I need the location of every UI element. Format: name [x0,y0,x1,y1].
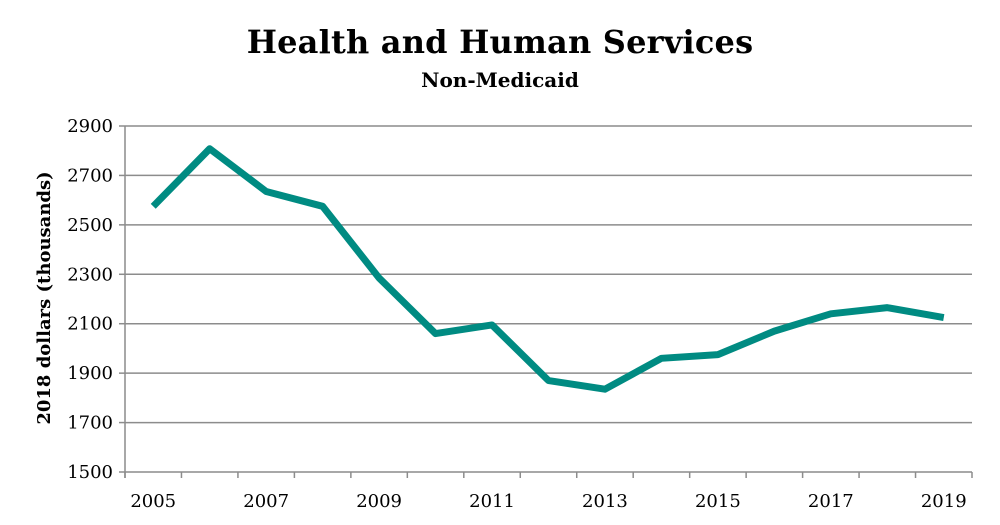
y-tick-labels: 1500 1700 1900 2100 2300 2500 2700 2900 [67,116,113,483]
x-tick-label: 2019 [921,491,967,512]
series-line [150,145,945,393]
x-tick-labels: 2005 2007 2009 2011 2013 2015 2017 2019 [130,491,966,512]
gridlines [125,125,972,424]
y-tick-label: 2300 [67,264,113,285]
x-tick-label: 2017 [808,491,854,512]
x-tick-label: 2011 [469,491,515,512]
y-tick-label: 2500 [67,215,113,236]
series-layer [150,145,945,393]
x-tick-label: 2013 [582,491,628,512]
chart-title: Health and Human Services [246,23,754,61]
chart-subtitle: Non-Medicaid [421,68,579,92]
x-tick-label: 2007 [243,491,289,512]
y-tick-label: 2700 [67,165,113,186]
y-tick-label: 1500 [67,462,113,483]
y-axis-title: 2018 dollars (thousands) [34,171,55,424]
axes [119,125,973,478]
y-tick-label: 2900 [67,116,113,137]
y-tick-label: 1900 [67,363,113,384]
x-tick-label: 2005 [130,491,176,512]
y-tick-label: 2100 [67,314,113,335]
x-tick-label: 2009 [356,491,402,512]
x-tick-label: 2015 [695,491,741,512]
y-tick-label: 1700 [67,413,113,434]
